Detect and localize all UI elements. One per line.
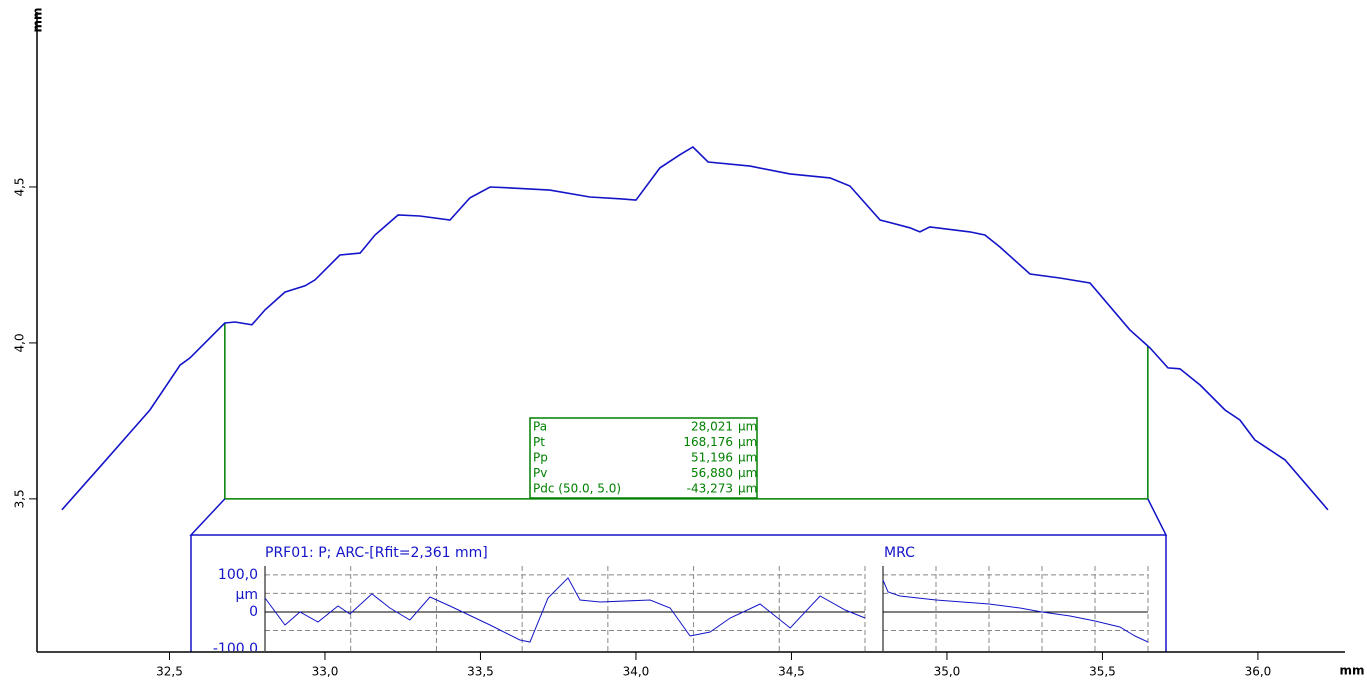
parameter-box <box>529 417 758 499</box>
x-axis-label: mm <box>1339 664 1364 678</box>
inset-y-tick-label: -100,0 <box>213 641 258 657</box>
parameter-value: 56,880 <box>691 466 733 480</box>
x-tick-label: 34,0 <box>623 665 650 679</box>
parameter-unit: µm <box>738 482 757 496</box>
parameter-name: Pdc (50.0, 5.0) <box>533 482 621 496</box>
x-tick-label: 34,5 <box>778 665 805 679</box>
x-tick-label: 35,5 <box>1089 665 1116 679</box>
parameter-value: 168,176 <box>683 435 733 449</box>
parameter-value: 51,196 <box>691 451 733 465</box>
parameter-unit: µm <box>738 435 757 449</box>
parameter-value: 28,021 <box>691 420 733 434</box>
evaluation-region <box>224 322 1149 500</box>
parameter-value: -43,273 <box>687 482 733 496</box>
inset-y-tick-label: 100,0 <box>218 567 258 583</box>
x-tick-label: 32,5 <box>156 665 183 679</box>
parameter-name: Pv <box>533 466 547 480</box>
parameter-name: Pa <box>533 420 547 434</box>
inset-y-unit: µm <box>235 587 258 603</box>
x-tick-label: 33,5 <box>467 665 494 679</box>
y-tick-label: 4,5 <box>13 177 27 196</box>
x-tick-label: 33,0 <box>312 665 339 679</box>
y-tick-label: 3,5 <box>13 489 27 508</box>
x-tick-label: 36,0 <box>1245 665 1272 679</box>
parameter-unit: µm <box>738 420 757 434</box>
profile-line <box>61 145 1329 511</box>
parameter-name: Pp <box>533 451 548 465</box>
y-tick-label: 4,0 <box>13 333 27 352</box>
inset-panel: PRF01: P; ARC-[Rfit=2,361 mm] µm MRC 100… <box>213 545 1149 657</box>
inset-connector <box>189 498 1168 536</box>
inset-line <box>882 579 1149 643</box>
mrc-title: MRC <box>884 545 915 561</box>
parameter-name: Pt <box>533 435 545 449</box>
inset-title: PRF01: P; ARC-[Rfit=2,361 mm] <box>265 545 488 561</box>
inset-y-tick-label: 0 <box>249 604 258 620</box>
parameter-unit: µm <box>738 451 757 465</box>
parameter-unit: µm <box>738 466 757 480</box>
x-tick-label: 35,0 <box>934 665 961 679</box>
inset-line <box>264 577 866 643</box>
inset-frame <box>190 535 1167 652</box>
